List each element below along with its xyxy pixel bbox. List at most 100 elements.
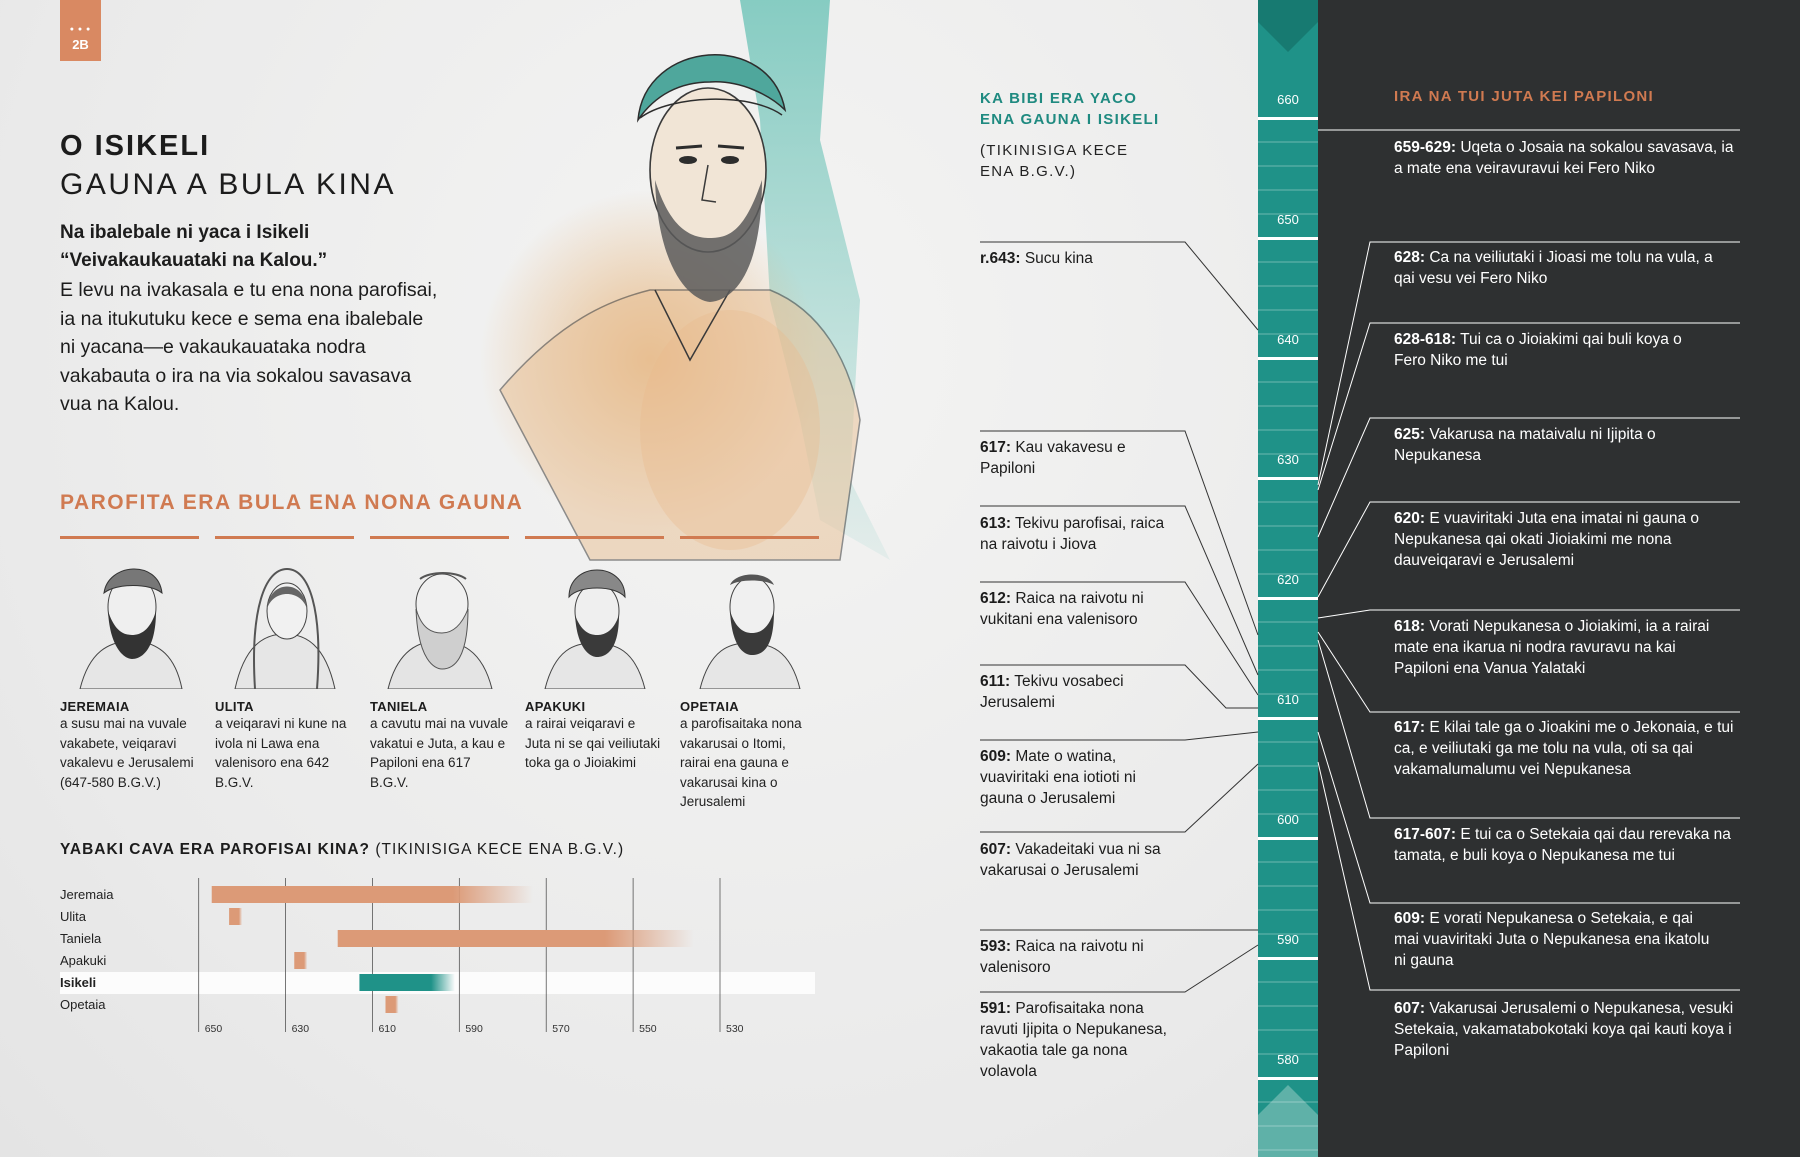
isikeli-event: 609: Mate o watina, vuaviritaki ena ioti… (980, 746, 1180, 809)
event-text: Kau vakavesu e Papiloni (980, 439, 1126, 477)
bar-opetaia (385, 996, 399, 1013)
scale-year-label: 630 (1277, 452, 1299, 467)
page-subtitle: GAUNA A BULA KINA (60, 168, 396, 201)
card-rule (525, 536, 664, 539)
event-year: 607: (1394, 1000, 1426, 1017)
event-text: E vorati Nepukanesa o Setekaia, e qai ma… (1394, 910, 1710, 969)
event-text: Vakarusa na mataivalu ni Ijipita o Nepuk… (1394, 426, 1656, 464)
event-year: 613: (980, 515, 1012, 532)
isikeli-event: 591: Parofisaitaka nona ravuti Ijipita o… (980, 998, 1180, 1082)
king-event: 607: Vakarusai Jerusalemi o Nepukanesa, … (1394, 998, 1734, 1061)
apakuki-portrait (525, 539, 664, 689)
event-text: E kilai tale ga o Jioakini me o Jekonaia… (1394, 719, 1734, 778)
badge-label: 2B (72, 37, 89, 52)
event-year: 617: (1394, 719, 1426, 736)
kings-heading: IRA NA TUI JUTA KEI PAPILONI (1394, 88, 1655, 105)
king-event: 609: E vorati Nepukanesa o Setekaia, e q… (1394, 908, 1714, 971)
isikeli-event: 593: Raica na raivotu ni valenisoro (980, 936, 1180, 978)
opetaia-portrait (680, 539, 819, 689)
event-text: Vorati Nepukanesa o Jioiakimi, ia a rair… (1394, 618, 1710, 677)
prophet-card-apakuki: APAKUKI a rairai veiqaravi e Juta ni se … (525, 536, 664, 773)
taniela-portrait (370, 539, 509, 689)
page-badge: ● ● ● 2B (60, 0, 101, 61)
scale-year-label: 610 (1277, 692, 1299, 707)
event-year: 617-607: (1394, 826, 1457, 843)
prophets-timeline-chart: 650 630 610 590 570 550 530 Jeremaia Ulita Taniel… (60, 878, 815, 1035)
scale-year-label: 660 (1277, 92, 1299, 107)
x-tick-label: 630 (292, 1023, 310, 1035)
scale-minor-tick (1258, 525, 1318, 527)
middle-heading-line2: ENA GAUNA I ISIKELI (980, 111, 1160, 128)
ulita-portrait (215, 539, 354, 689)
prophet-desc: a parofisaitaka nona vakarusai o Itomi, … (680, 716, 802, 809)
scale-minor-tick (1258, 309, 1318, 311)
scale-major-tick (1258, 597, 1318, 600)
scale-minor-tick (1258, 693, 1318, 695)
king-event: 620: E vuaviritaki Juta ena imatai ni ga… (1394, 508, 1734, 571)
event-year: 609: (980, 748, 1012, 765)
event-text: Parofisaitaka nona ravuti Ijipita o Nepu… (980, 1000, 1167, 1080)
card-rule (680, 536, 819, 539)
king-event: 628-618: Tui ca o Jioiakimi qai buli koy… (1394, 329, 1714, 371)
scale-major-tick (1258, 477, 1318, 480)
middle-sub-line2: ENA B.G.V.) (980, 163, 1077, 180)
event-year: 609: (1394, 910, 1426, 927)
scale-major-tick (1258, 1077, 1318, 1080)
event-text: Vakarusai Jerusalemi o Nepukanesa, vesuk… (1394, 1000, 1734, 1059)
chart-title-bold: YABAKI CAVA ERA PAROFISAI KINA? (60, 841, 371, 858)
scale-minor-tick (1258, 813, 1318, 815)
scale-minor-tick (1258, 621, 1318, 623)
year-scale-marks (1258, 0, 1318, 1157)
prophet-desc: a veiqaravi ni kune na ivola ni Lawa ena… (215, 716, 347, 790)
scale-minor-tick (1258, 645, 1318, 647)
chart-title-rest: (TIKINISIGA KECE ENA B.G.V.) (370, 841, 625, 858)
card-rule (215, 536, 354, 539)
isikeli-event: 613: Tekivu parofisai, raica na raivotu … (980, 513, 1180, 555)
event-year: 591: (980, 1000, 1012, 1017)
prophet-card-taniela: TANIELA a cavutu mai na vuvale vakatui e… (370, 536, 509, 792)
scale-minor-tick (1258, 285, 1318, 287)
intro-body: E levu na ivakasala e tu ena nona parofi… (60, 279, 438, 416)
series-label: Opetaia (60, 997, 106, 1012)
prophet-desc: a cavutu mai na vuvale vakatui e Juta, a… (370, 716, 509, 790)
scale-year-label: 580 (1277, 1052, 1299, 1067)
event-year: 593: (980, 938, 1012, 955)
event-year: 628: (1394, 249, 1426, 266)
event-text: E tui ca o Setekaia qai dau rerevaka na … (1394, 826, 1731, 864)
series-label: Taniela (60, 931, 102, 946)
event-text: Raica na raivotu ni valenisoro (980, 938, 1144, 976)
event-text: Ca na veiliutaki i Jioasi me tolu na vul… (1394, 249, 1713, 287)
scale-minor-tick (1258, 1125, 1318, 1127)
bar-ulita (229, 908, 243, 925)
scale-year-label: 600 (1277, 812, 1299, 827)
event-text: E vuaviritaki Juta ena imatai ni gauna o… (1394, 510, 1700, 569)
card-rule (370, 536, 509, 539)
prophet-card-ulita: ULITA a veiqaravi ni kune na ivola ni La… (215, 536, 354, 792)
scale-major-tick (1258, 237, 1318, 240)
x-tick-label: 570 (552, 1023, 570, 1035)
event-text: Mate o watina, vuaviritaki ena iotioti n… (980, 748, 1136, 807)
scale-major-tick (1258, 357, 1318, 360)
intro-lead: Na ibalebale ni yaca i Isikeli “Veivakau… (60, 222, 328, 271)
king-event: 628: Ca na veiliutaki i Jioasi me tolu n… (1394, 247, 1734, 289)
isikeli-event: 607: Vakadeitaki vua ni sa vakarusai o J… (980, 839, 1180, 881)
middle-sub-line1: (TIKINISIGA KECE (980, 142, 1129, 159)
event-year: r.643: (980, 250, 1021, 267)
middle-subheading: (TIKINISIGA KECE ENA B.G.V.) (980, 140, 1128, 182)
scale-minor-tick (1258, 141, 1318, 143)
scale-minor-tick (1258, 165, 1318, 167)
bar-apakuki (294, 952, 308, 969)
scale-major-tick (1258, 957, 1318, 960)
middle-heading-line1: KA BIBI ERA YACO (980, 90, 1138, 107)
isikeli-event: 611: Tekivu vosabeci Jerusalemi (980, 671, 1160, 713)
scale-minor-tick (1258, 549, 1318, 551)
scale-minor-tick (1258, 453, 1318, 455)
scale-minor-tick (1258, 981, 1318, 983)
scale-minor-tick (1258, 789, 1318, 791)
event-text: Sucu kina (1020, 250, 1093, 267)
x-tick-label: 610 (378, 1023, 396, 1035)
event-year: 617: (980, 439, 1012, 456)
scale-minor-tick (1258, 1149, 1318, 1151)
king-event: 617-607: E tui ca o Setekaia qai dau rer… (1394, 824, 1734, 866)
middle-heading: KA BIBI ERA YACO ENA GAUNA I ISIKELI (980, 88, 1159, 130)
